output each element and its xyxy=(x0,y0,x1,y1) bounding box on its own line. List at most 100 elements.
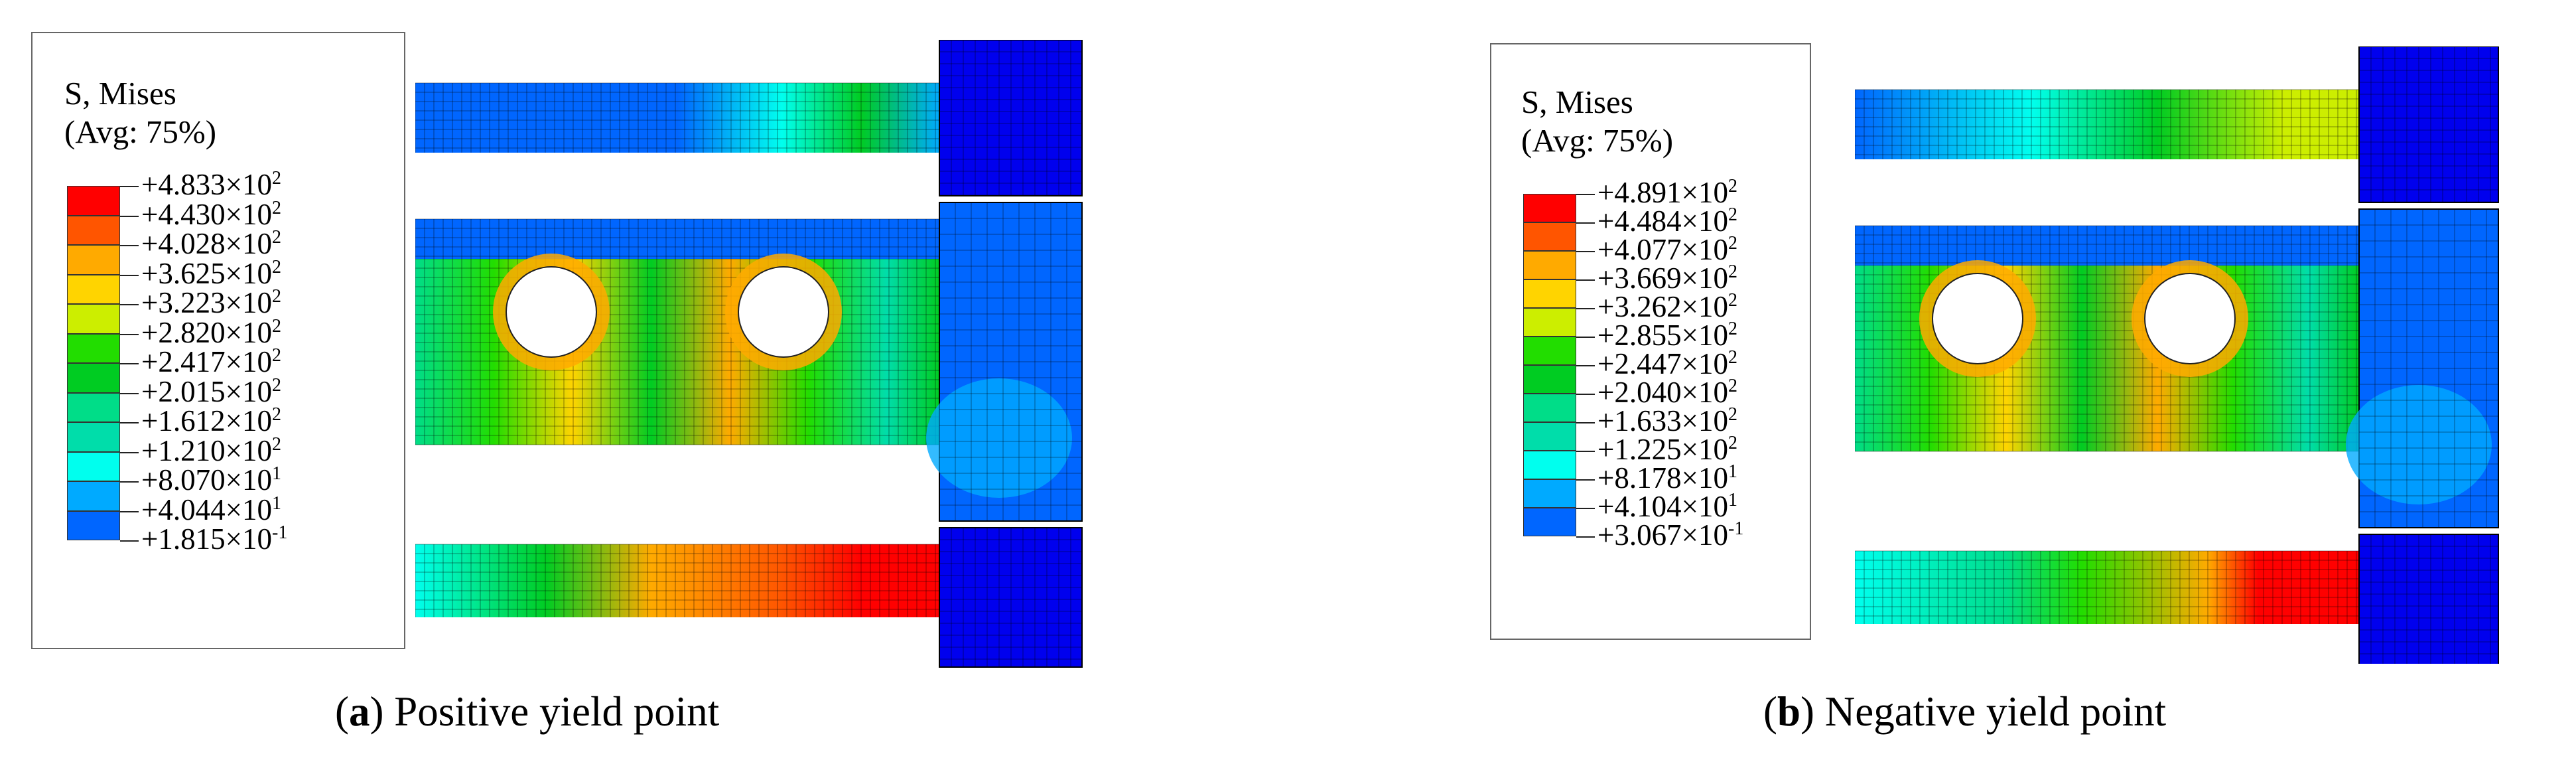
top-flange xyxy=(415,83,939,153)
legend-tick xyxy=(1576,536,1595,538)
stress-contour-plot xyxy=(1855,46,2499,664)
legend-swatch xyxy=(67,333,120,363)
bolt-hole xyxy=(2144,273,2236,364)
legend-swatch xyxy=(67,274,120,304)
legend-label: +2.040×102 xyxy=(1597,376,1738,409)
legend-swatch xyxy=(1523,251,1576,279)
legend-label: +3.067×10-1 xyxy=(1597,518,1744,552)
end-block-top xyxy=(939,40,1083,196)
legend-tick xyxy=(120,422,139,423)
legend-swatch xyxy=(67,451,120,481)
legend-label: +2.820×102 xyxy=(141,315,282,349)
legend-swatch xyxy=(67,422,120,452)
legend-label: +4.028×102 xyxy=(141,227,282,260)
panel-positive-yield: S, Mises (Avg: 75%) +4.833×102 +4.430×102… xyxy=(31,32,1083,735)
bolt-hole xyxy=(1932,273,2023,364)
caption-text: Positive yield point xyxy=(383,688,720,735)
legend-tick xyxy=(120,304,139,305)
legend-swatch xyxy=(1523,194,1576,222)
legend-tick xyxy=(1576,308,1595,309)
contact-zone xyxy=(926,378,1072,498)
legend-swatch xyxy=(67,481,120,511)
caption-text: Negative yield point xyxy=(1814,688,2167,735)
panel-negative-yield: S, Mises (Avg: 75%) +4.891×102 +4.484×102… xyxy=(1288,0,2576,764)
legend-swatch xyxy=(67,215,120,245)
fe-model xyxy=(415,40,1083,668)
legend-label: +4.077×102 xyxy=(1597,233,1738,266)
legend-tick xyxy=(120,215,139,217)
legend-label: +4.833×102 xyxy=(141,168,282,201)
legend-tick xyxy=(120,510,139,512)
legend-swatch xyxy=(67,392,120,422)
legend-tick xyxy=(120,186,139,187)
legend-label: +2.855×102 xyxy=(1597,319,1738,352)
legend-tick xyxy=(1576,194,1595,195)
legend-tick xyxy=(1576,394,1595,395)
legend-label: +8.178×101 xyxy=(1597,461,1738,495)
legend-swatch xyxy=(1523,365,1576,394)
end-block-top xyxy=(2358,46,2499,203)
stress-contour-plot xyxy=(415,40,1083,668)
legend-label: +2.447×102 xyxy=(1597,347,1738,380)
legend-box: S, Mises (Avg: 75%) +4.891×102 +4.484×102… xyxy=(1490,43,1811,640)
legend-label: +4.104×101 xyxy=(1597,490,1738,523)
legend-tick xyxy=(120,392,139,394)
legend-title: S, Mises (Avg: 75%) xyxy=(1521,83,1673,160)
legend-tick xyxy=(1576,279,1595,281)
fe-model xyxy=(1855,46,2499,664)
caption-letter: a xyxy=(348,688,370,735)
legend-title: S, Mises (Avg: 75%) xyxy=(64,74,216,151)
legend-label: +4.484×102 xyxy=(1597,204,1738,238)
legend-label: +1.612×102 xyxy=(141,404,282,437)
legend-swatch xyxy=(1523,279,1576,308)
legend-tick xyxy=(1576,479,1595,481)
legend-title-line1: S, Mises xyxy=(64,75,176,112)
legend-swatch xyxy=(67,186,120,216)
legend-label: +1.633×102 xyxy=(1597,404,1738,437)
legend-label: +2.015×102 xyxy=(141,374,282,408)
end-block-bottom xyxy=(2358,534,2499,664)
legend-label: +4.044×101 xyxy=(141,493,282,526)
legend-label: +4.430×102 xyxy=(141,197,282,231)
legend-tick xyxy=(120,274,139,276)
legend-label: +1.210×102 xyxy=(141,433,282,467)
caption-letter: b xyxy=(1777,688,1801,735)
legend-title-line1: S, Mises xyxy=(1521,84,1633,120)
legend-swatch xyxy=(67,363,120,393)
bottom-flange xyxy=(415,544,939,617)
legend-swatch xyxy=(1523,451,1576,479)
legend-title-line2: (Avg: 75%) xyxy=(64,114,217,150)
legend-tick xyxy=(120,540,139,542)
legend-tick xyxy=(1576,508,1595,509)
legend-tick xyxy=(120,481,139,483)
legend-swatch xyxy=(1523,422,1576,451)
end-block-bottom xyxy=(939,527,1083,668)
contact-zone xyxy=(2346,385,2492,504)
caption: (b) Negative yield point xyxy=(1763,688,2167,735)
legend-tick xyxy=(120,451,139,453)
legend-tick xyxy=(1576,251,1595,252)
legend-label: +2.417×102 xyxy=(141,345,282,378)
legend-label: +1.815×10-1 xyxy=(141,522,288,556)
legend-tick xyxy=(1576,337,1595,338)
legend-swatch xyxy=(1523,337,1576,365)
bottom-flange xyxy=(1855,551,2359,624)
legend-swatch xyxy=(67,245,120,275)
legend-tick xyxy=(1576,451,1595,452)
legend-swatch xyxy=(1523,308,1576,337)
legend-label: +3.262×102 xyxy=(1597,290,1738,323)
legend-box: S, Mises (Avg: 75%) +4.833×102 +4.430×102… xyxy=(31,32,405,649)
caption: (a) Positive yield point xyxy=(335,688,720,735)
legend-label: +8.070×101 xyxy=(141,463,282,497)
legend-swatch xyxy=(67,510,120,540)
legend-tick xyxy=(120,245,139,246)
legend-tick xyxy=(1576,222,1595,224)
legend-label: +4.891×102 xyxy=(1597,176,1738,209)
legend-label: +3.669×102 xyxy=(1597,262,1738,295)
bolt-hole xyxy=(506,266,597,358)
legend-label: +1.225×102 xyxy=(1597,433,1738,466)
legend-swatch xyxy=(1523,394,1576,422)
bolt-hole xyxy=(738,266,829,358)
legend-label: +3.625×102 xyxy=(141,256,282,290)
legend-title-line2: (Avg: 75%) xyxy=(1521,122,1674,159)
